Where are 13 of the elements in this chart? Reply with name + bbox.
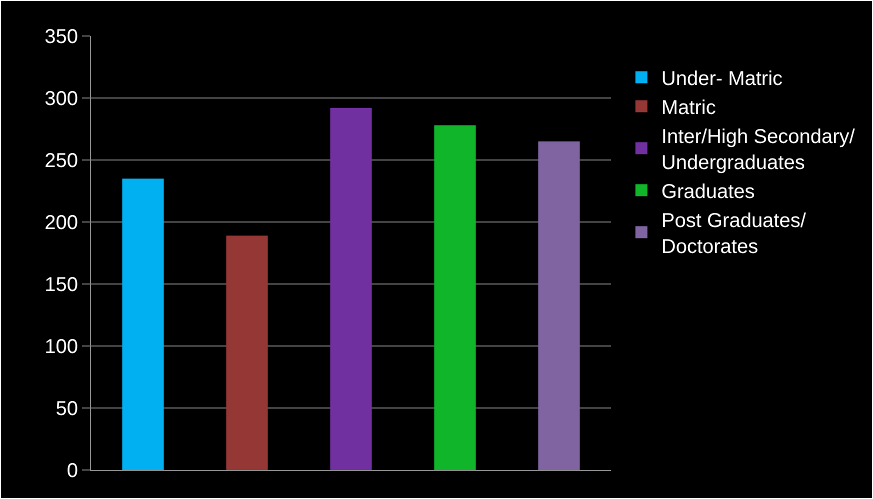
y-tick-label: 0 (66, 460, 78, 482)
legend-label: Under- Matric (661, 68, 783, 90)
legend-label: Graduates (661, 181, 755, 203)
y-tick-label: 350 (44, 26, 78, 48)
y-tick-label: 200 (44, 212, 78, 234)
legend-label: Post Graduates/ Doctorates (661, 210, 806, 258)
y-tick-label: 250 (44, 150, 78, 172)
y-tick-label: 100 (44, 336, 78, 358)
y-tick-label: 150 (44, 274, 78, 296)
y-tick-label: 300 (44, 88, 78, 110)
legend-label: Matric (661, 97, 716, 119)
legend-label: Inter/High Secondary/ Undergraduates (661, 126, 856, 174)
y-tick-label: 50 (56, 398, 78, 420)
